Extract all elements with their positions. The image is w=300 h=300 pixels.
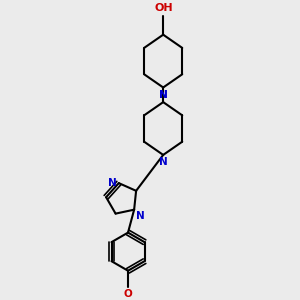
Text: O: O — [124, 289, 132, 299]
Text: N: N — [108, 178, 116, 188]
Text: OH: OH — [155, 3, 173, 13]
Text: N: N — [159, 157, 168, 167]
Text: N: N — [136, 211, 144, 221]
Text: N: N — [159, 90, 168, 100]
Text: N: N — [159, 90, 168, 100]
